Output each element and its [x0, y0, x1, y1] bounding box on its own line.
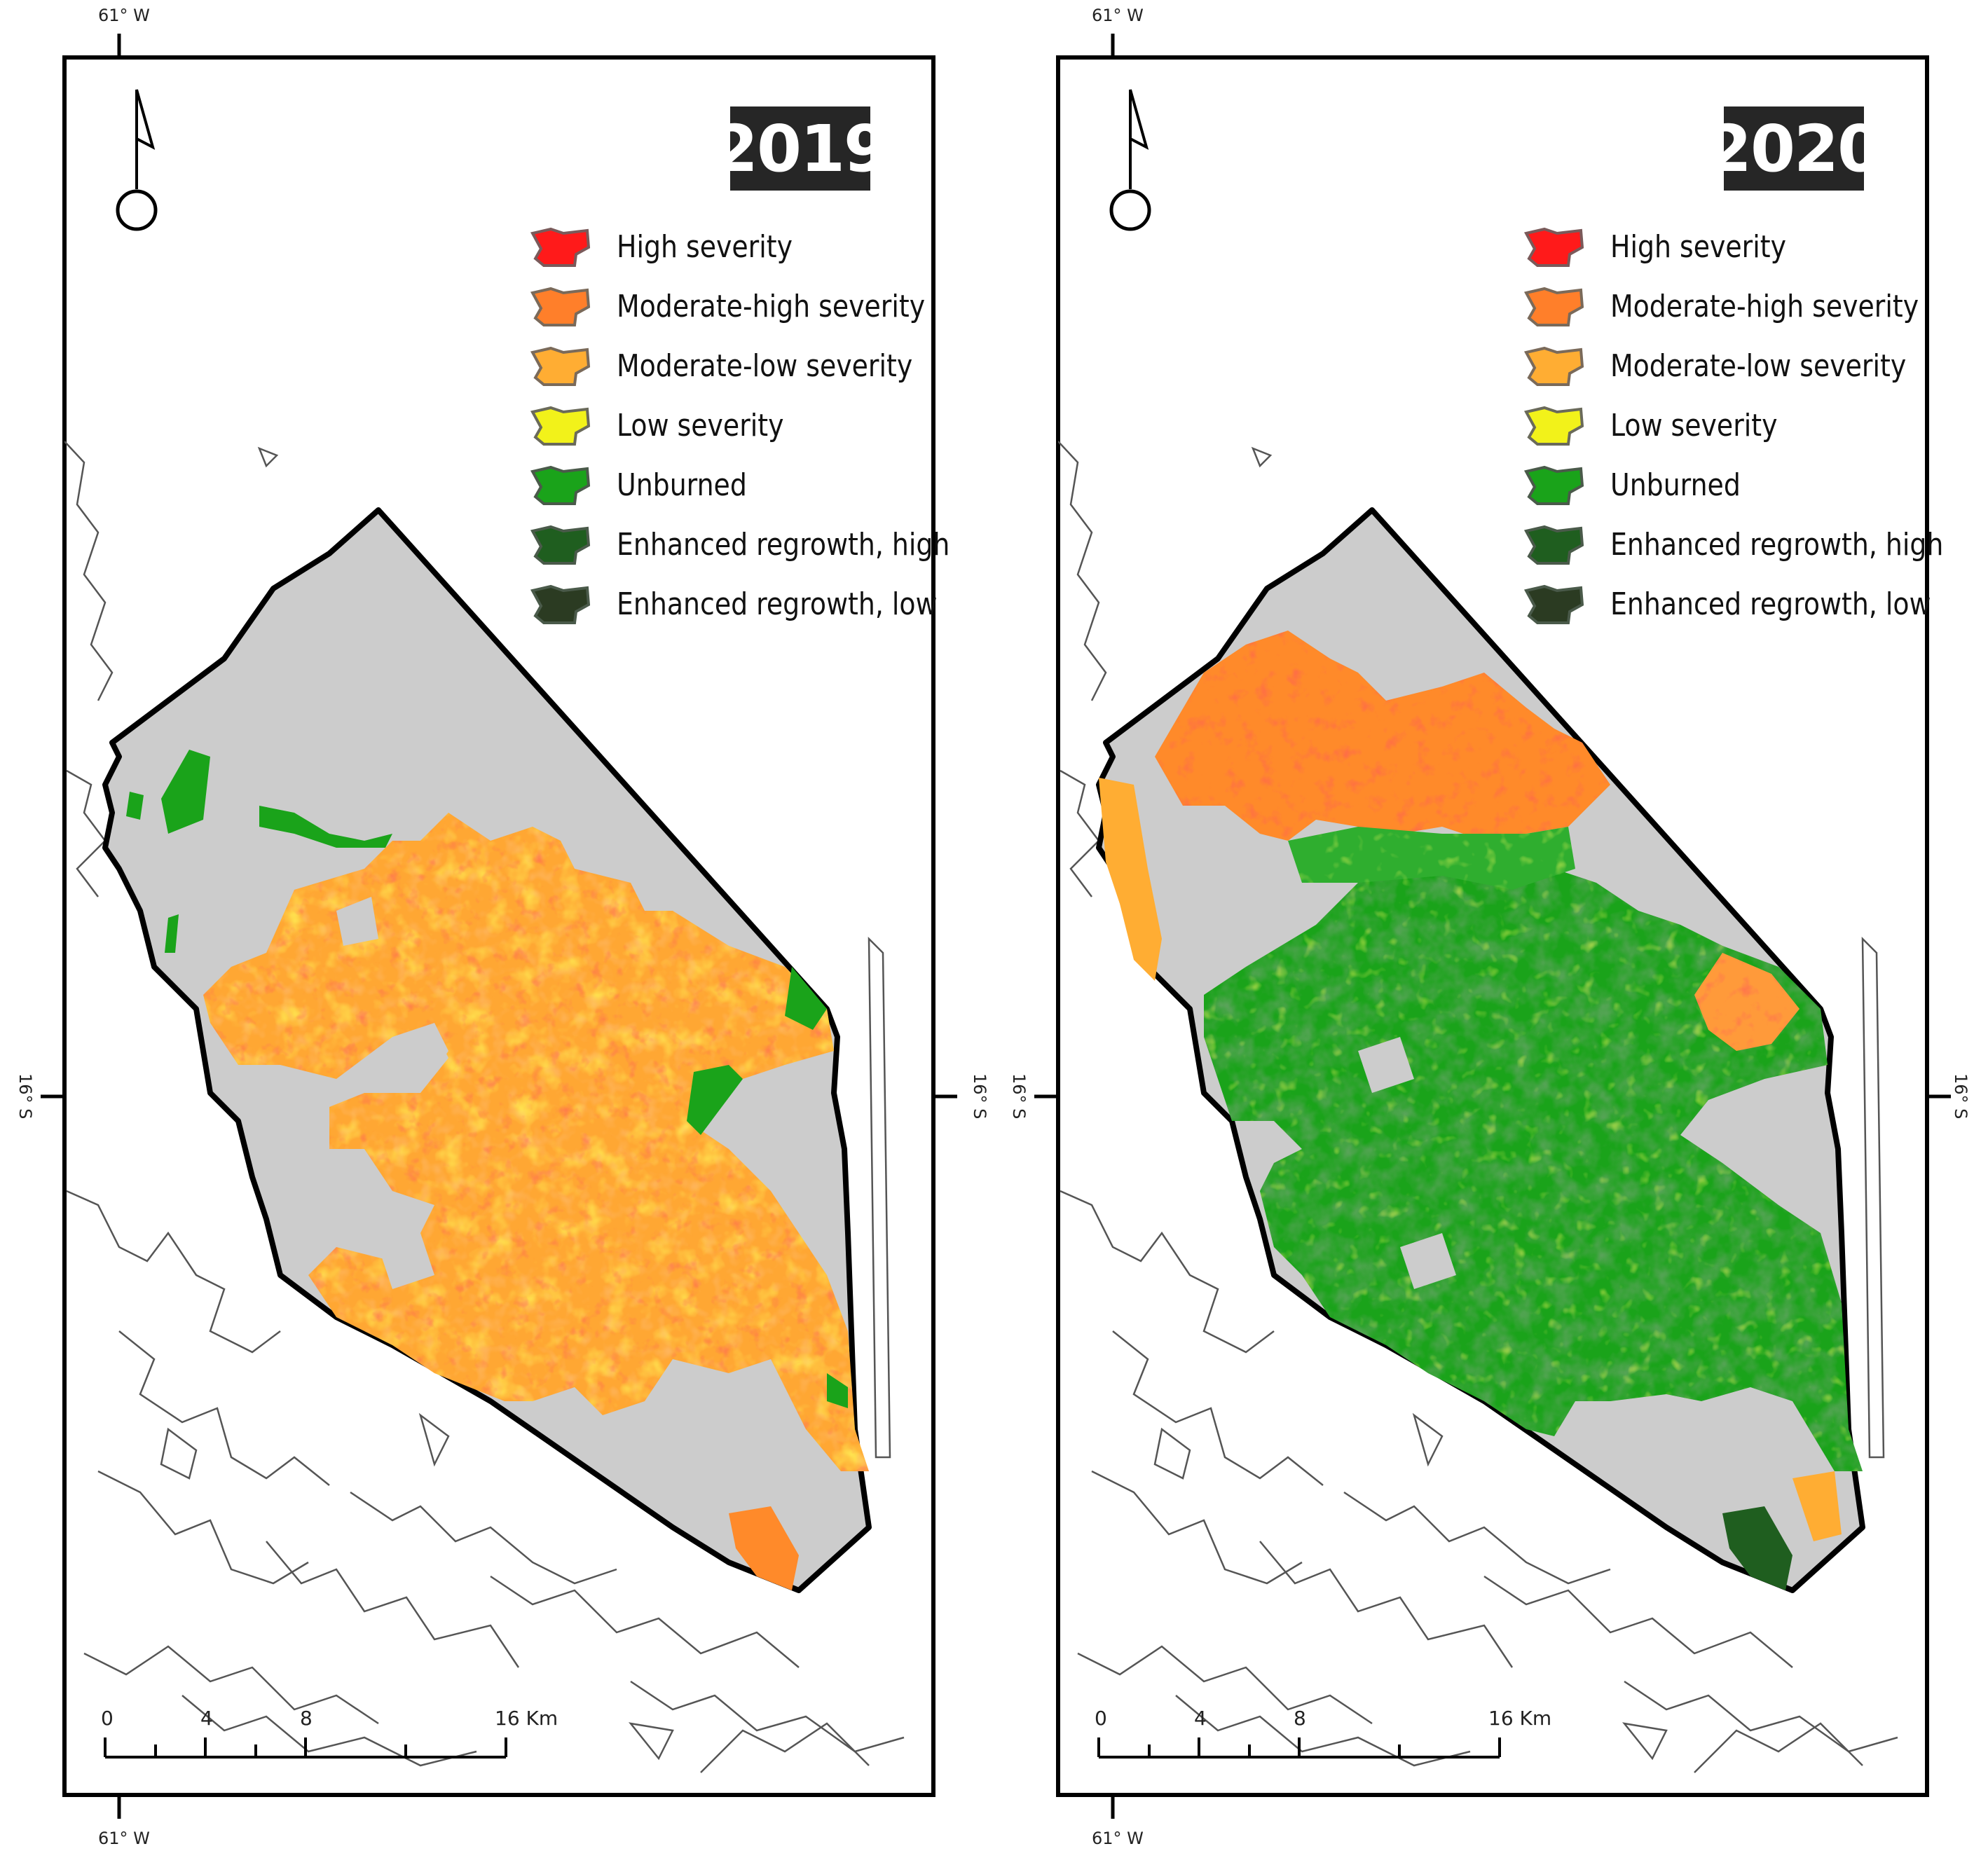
- legend-label: Enhanced regrowth, high: [617, 527, 950, 563]
- legend-label: Enhanced regrowth, low: [1610, 586, 1931, 622]
- legend-item-moderate-high-severity: Moderate-high severity: [1523, 282, 1919, 331]
- legend-swatch: [1523, 287, 1584, 326]
- legend-label: High severity: [617, 229, 793, 265]
- legend-label: Unburned: [617, 467, 747, 503]
- legend-label: Moderate-high severity: [617, 289, 926, 324]
- map-panel-2019: 61° W 61° W 16° S 16° S 2019 High severi…: [0, 0, 989, 1865]
- legend-label: Enhanced regrowth, low: [617, 586, 938, 622]
- legend-item-enhanced-regrowth-high: Enhanced regrowth, high: [1523, 521, 1943, 570]
- legend-label: Moderate-low severity: [617, 348, 913, 384]
- legend-label: Enhanced regrowth, high: [1610, 527, 1944, 563]
- lat-label-right: 16° S: [970, 1073, 989, 1120]
- map-canvas-2019: [41, 34, 957, 1819]
- legend-label: High severity: [1610, 229, 1786, 265]
- graticule-ticks: [41, 34, 957, 1819]
- legend-swatch: [530, 346, 591, 386]
- legend-swatch: [1523, 406, 1584, 446]
- lon-label-top: 61° W: [1092, 6, 1144, 25]
- legend-label: Moderate-low severity: [1610, 348, 1907, 384]
- scale-label-8: 8: [300, 1707, 313, 1730]
- legend-swatch: [530, 525, 591, 565]
- legend-item-high-severity: High severity: [1523, 223, 1916, 272]
- scale-bar: [1097, 1737, 1501, 1759]
- legend-item-unburned: Unburned: [530, 461, 922, 510]
- legend-swatch: [530, 465, 591, 505]
- legend-label: Low severity: [1610, 408, 1778, 443]
- scale-label-0: 0: [1095, 1707, 1107, 1730]
- north-arrow-icon: [116, 89, 158, 231]
- legend-item-low-severity: Low severity: [1523, 401, 1916, 450]
- legend-item-moderate-low-severity: Moderate-low severity: [530, 342, 922, 391]
- legend-label: Moderate-high severity: [1610, 289, 1919, 324]
- burn-severity-2019: [126, 750, 869, 1590]
- graticule-ticks: [1034, 34, 1951, 1819]
- lon-label-bottom: 61° W: [1092, 1829, 1144, 1848]
- scale-label-16: 16 Km: [495, 1707, 558, 1730]
- legend-swatch: [530, 287, 591, 326]
- scale-label-8: 8: [1294, 1707, 1306, 1730]
- legend-item-low-severity: Low severity: [530, 401, 922, 450]
- legend-item-unburned: Unburned: [1523, 461, 1916, 510]
- legend-item-high-severity: High severity: [530, 223, 922, 272]
- legend-swatch: [1523, 465, 1584, 505]
- legend-swatch: [530, 584, 591, 624]
- legend-swatch: [1523, 525, 1584, 565]
- legend-label: Low severity: [617, 408, 784, 443]
- legend-swatch: [1523, 227, 1584, 267]
- legend-item-enhanced-regrowth-low: Enhanced regrowth, low: [530, 580, 938, 629]
- scale-label-0: 0: [101, 1707, 114, 1730]
- scale-label-16: 16 Km: [1488, 1707, 1552, 1730]
- lon-label-top: 61° W: [98, 6, 150, 25]
- legend-swatch: [1523, 346, 1584, 386]
- map-canvas-2020: [1034, 34, 1951, 1819]
- lat-label-left: 16° S: [15, 1073, 35, 1120]
- map-panel-2020: 61° W 61° W 16° S 16° S 2020 High severi…: [994, 0, 1975, 1865]
- scale-bar: [104, 1737, 507, 1759]
- legend-item-moderate-low-severity: Moderate-low severity: [1523, 342, 1916, 391]
- north-arrow-icon: [1109, 89, 1151, 231]
- scale-label-4: 4: [1194, 1707, 1207, 1730]
- lat-label-left: 16° S: [1009, 1073, 1029, 1120]
- lon-label-bottom: 61° W: [98, 1829, 150, 1848]
- burn-severity-2020: [1099, 631, 1863, 1590]
- legend-swatch: [530, 406, 591, 446]
- scale-label-4: 4: [200, 1707, 213, 1730]
- legend-swatch: [530, 227, 591, 267]
- legend-swatch: [1523, 584, 1584, 624]
- legend-label: Unburned: [1610, 467, 1741, 503]
- legend-item-moderate-high-severity: Moderate-high severity: [530, 282, 926, 331]
- lat-label-right: 16° S: [1951, 1073, 1970, 1120]
- year-badge: 2019: [713, 106, 889, 191]
- legend-item-enhanced-regrowth-high: Enhanced regrowth, high: [530, 521, 950, 570]
- year-badge: 2020: [1707, 106, 1882, 191]
- legend-item-enhanced-regrowth-low: Enhanced regrowth, low: [1523, 580, 1931, 629]
